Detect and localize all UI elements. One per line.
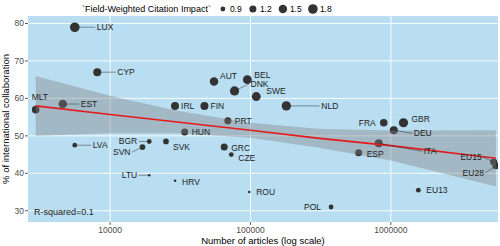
y-tick — [25, 210, 28, 211]
point — [163, 139, 169, 145]
leader-line — [63, 104, 80, 105]
leader-line — [485, 166, 496, 173]
y-tick — [25, 98, 28, 99]
x-axis-title: Number of articles (log scale) — [201, 235, 325, 246]
leader-line — [97, 72, 116, 73]
legend-title: `Field-Weighted Citation Impact` — [82, 4, 211, 14]
point-label: EU13 — [426, 185, 448, 195]
plot-background — [28, 16, 498, 222]
x-grid-line — [390, 16, 391, 222]
y-grid-line — [28, 60, 498, 61]
point-label: EU15 — [460, 152, 482, 162]
y-tick — [25, 23, 28, 24]
point — [210, 77, 218, 85]
point-label: EU28 — [463, 168, 485, 178]
legend-label: 1.8 — [320, 4, 332, 14]
plot-marks — [32, 22, 498, 209]
leader-line — [394, 130, 413, 133]
leader-line — [132, 147, 143, 152]
point-label: ITA — [424, 146, 437, 156]
point — [380, 119, 388, 127]
point-label: DEU — [414, 128, 432, 138]
point-label: SVN — [113, 147, 130, 157]
point-label: AUT — [220, 71, 237, 81]
annotation: R-squared=0.1 — [34, 207, 94, 217]
trend-line — [36, 106, 496, 158]
x-tick-label: 100000 — [236, 225, 265, 235]
x-tick-label: 1000000 — [374, 225, 407, 235]
leader-line — [379, 143, 423, 151]
leader-line — [286, 105, 320, 106]
point-label: FRA — [359, 118, 376, 128]
leader-line — [75, 145, 92, 146]
point-label: FIN — [210, 101, 224, 111]
point-label: ROU — [256, 187, 275, 197]
point-label: SWE — [266, 86, 286, 96]
point — [174, 180, 177, 183]
point-label: HUN — [192, 127, 210, 137]
point-label: POL — [304, 202, 321, 212]
leader-line — [75, 27, 96, 28]
y-tick-label: 60 — [15, 93, 25, 103]
point — [200, 102, 208, 110]
point-label: PRT — [235, 116, 252, 126]
y-tick-label: 80 — [15, 18, 25, 28]
y-grid-line — [28, 173, 498, 174]
y-tick — [25, 60, 28, 61]
legend-label: 1.2 — [260, 4, 272, 14]
point — [416, 188, 421, 193]
point-label: BGR — [119, 136, 137, 146]
point-label: CZE — [238, 153, 255, 163]
point — [252, 92, 261, 101]
point-label: MLT — [32, 92, 48, 102]
confidence-band — [36, 76, 496, 186]
point-label: CYP — [117, 67, 135, 77]
y-tick-label: 30 — [15, 206, 25, 216]
legend-key — [249, 5, 256, 12]
point — [171, 102, 179, 110]
point-label: IRL — [181, 101, 195, 111]
point-label: LVA — [93, 140, 108, 150]
point — [399, 118, 408, 127]
y-tick-label: 40 — [15, 168, 25, 178]
point-label: LTU — [122, 170, 137, 180]
y-tick-label: 50 — [15, 131, 25, 141]
point-label: GRC — [231, 143, 250, 153]
point-label: EST — [81, 99, 98, 109]
leader-line — [235, 84, 250, 91]
legend-key — [279, 5, 287, 13]
point-label: SVK — [173, 142, 190, 152]
y-grid-line — [28, 210, 498, 211]
chart: 30 40 50 60 70 80 10000 100000 1000000 Number of … — [0, 0, 500, 246]
y-tick — [25, 173, 28, 174]
legend-key — [308, 4, 318, 14]
legend-label: 0.9 — [230, 4, 242, 14]
y-tick-label: 70 — [15, 56, 25, 66]
point-label: HRV — [182, 177, 200, 187]
x-tick-label: 10000 — [98, 225, 122, 235]
legend-key — [220, 7, 225, 12]
point-label: NLD — [321, 101, 338, 111]
leader-line — [483, 157, 494, 162]
point — [248, 191, 251, 194]
point-label: GBR — [411, 114, 429, 124]
point — [221, 144, 228, 151]
point-label: LUX — [97, 22, 114, 32]
point — [329, 205, 334, 210]
y-axis-title: % of international collaboration — [0, 54, 11, 184]
point-label: ESP — [367, 149, 384, 159]
leader-line — [139, 175, 150, 176]
legend-label: 1.5 — [290, 4, 302, 14]
y-tick — [25, 135, 28, 136]
leader-line — [139, 141, 150, 142]
